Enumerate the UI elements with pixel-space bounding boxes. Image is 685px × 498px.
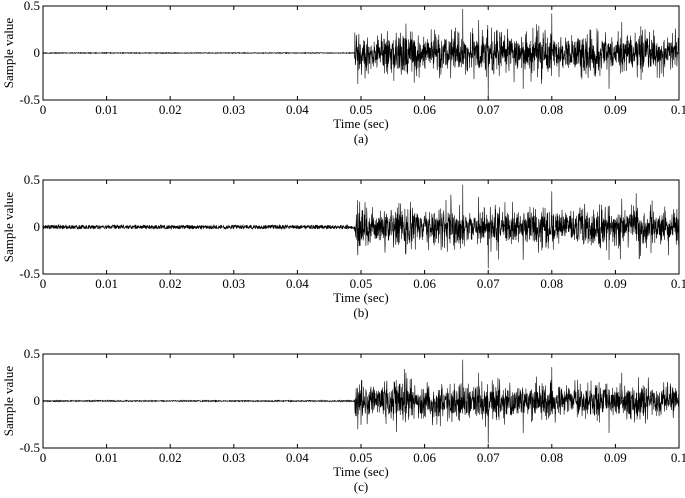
x-tick-label: 0.06 [413,450,436,465]
chart-panel-1: 0 0.01 0.02 0.03 0.04 0.05 0.06 0.07 0.08 0.09 0.1… [1,0,685,146]
x-axis-label: Time (sec) [333,464,389,479]
y-tick-label: 0.5 [24,0,40,13]
x-axis-label: Time (sec) [333,290,389,305]
y-tick-label: 0 [34,45,41,60]
x-tick-label: 0 [40,450,47,465]
panel-caption: (b) [353,305,368,320]
x-tick-label: 0.09 [604,450,627,465]
x-tick-label: 0.05 [350,450,373,465]
x-tick-label: 0.08 [540,450,563,465]
x-tick-label: 0.09 [604,276,627,291]
x-tick-label: 0.02 [159,276,182,291]
x-tick-label: 0.04 [286,450,309,465]
x-tick-label: 0.06 [413,276,436,291]
x-tick-label: 0.03 [222,276,245,291]
x-tick-label: 0.07 [477,102,500,117]
chart-panel-3: 0 0.01 0.02 0.03 0.04 0.05 0.06 0.07 0.08 0.09 0.1… [1,346,685,494]
x-tick-label: 0.03 [222,450,245,465]
y-tick-label: 0.5 [24,172,40,187]
panel-caption: (a) [354,131,368,146]
x-tick-label: 0.02 [159,450,182,465]
x-tick-label: 0.1 [671,102,685,117]
signal-line-1 [42,8,680,98]
y-tick-label: -0.5 [19,440,40,455]
y-tick-label: -0.5 [19,266,40,281]
x-tick-label: 0.06 [413,102,436,117]
panel-caption: (c) [354,479,368,494]
y-tick-label: 0 [34,393,41,408]
x-tick-label: 0.03 [222,102,245,117]
x-tick-label: 0.07 [477,276,500,291]
x-tick-label: 0.01 [95,450,118,465]
y-tick-label: -0.5 [19,92,40,107]
signal-line-2 [42,184,680,269]
x-tick-label: 0.02 [159,102,182,117]
y-tick-label: 0 [34,219,41,234]
y-axis-label: Sample value [1,366,16,437]
x-tick-label: 0.01 [95,276,118,291]
x-tick-label: 0.05 [350,276,373,291]
y-tick-label: 0.5 [24,346,40,361]
x-tick-label: 0.01 [95,102,118,117]
x-tick-label: 0.08 [540,276,563,291]
x-tick-label: 0.05 [350,102,373,117]
y-axis-label: Sample value [1,18,16,89]
x-tick-label: 0.1 [671,276,685,291]
chart-panel-2: 0 0.01 0.02 0.03 0.04 0.05 0.06 0.07 0.08 0.09 0.1… [1,172,685,320]
signal-line-3 [42,359,680,444]
x-axis-label: Time (sec) [333,116,389,131]
x-tick-label: 0.1 [671,450,685,465]
x-tick-label: 0.09 [604,102,627,117]
x-tick-label: 0.04 [286,102,309,117]
y-axis-label: Sample value [1,192,16,263]
x-tick-label: 0.08 [540,102,563,117]
x-tick-label: 0 [40,102,47,117]
x-tick-label: 0 [40,276,47,291]
x-tick-label: 0.07 [477,450,500,465]
x-tick-label: 0.04 [286,276,309,291]
